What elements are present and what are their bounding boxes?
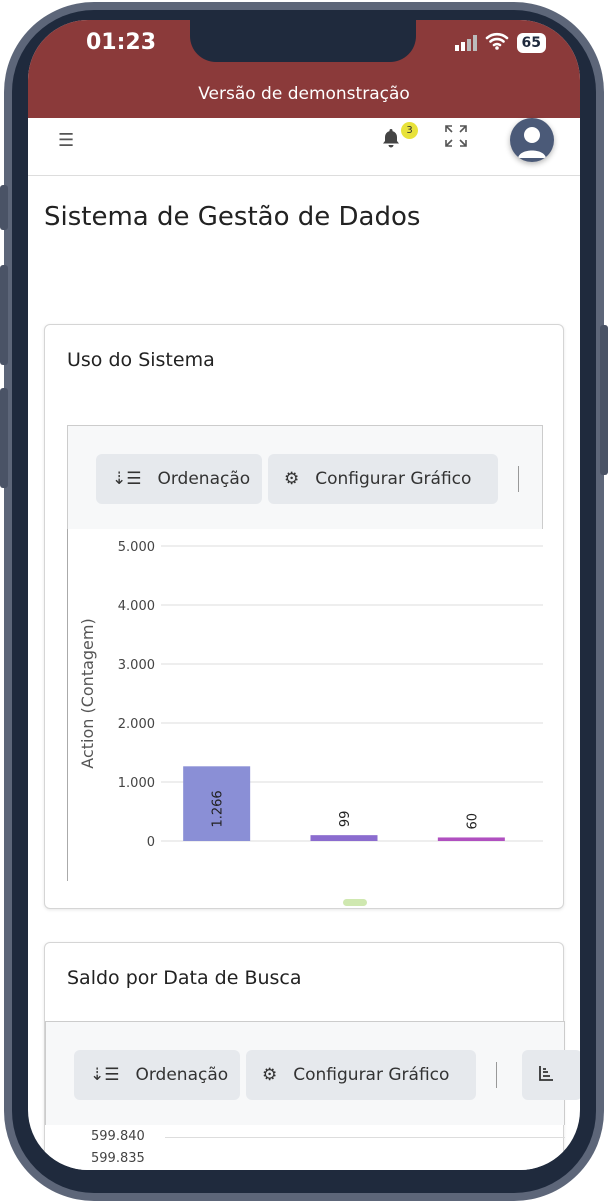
fullscreen-icon[interactable] (444, 124, 468, 152)
card-title: Uso do Sistema (67, 349, 215, 371)
y-tick-label: 0 (147, 835, 155, 850)
config-label: Configurar Gráfico (293, 1065, 450, 1085)
bell-icon[interactable] (382, 128, 400, 148)
status-time: 01:23 (86, 30, 157, 55)
chart-toolbar: ⇣☰ Ordenação ⚙ Configurar Gráfico (67, 425, 543, 529)
card-uso-do-sistema: Uso do Sistema ⇣☰ Ordenação ⚙ Configurar G… (44, 324, 564, 909)
phone-button (0, 265, 8, 365)
y-tick-label: 1.000 (118, 776, 155, 791)
gear-icon: ⚙ (284, 469, 300, 489)
wifi-icon (485, 32, 509, 54)
toolbar-divider (518, 466, 519, 492)
y-tick-label: 4.000 (118, 599, 155, 614)
phone-button (0, 388, 8, 488)
configure-chart-button[interactable]: ⚙ Configurar Gráfico (246, 1050, 476, 1100)
chart-toolbar: ⇣☰ Ordenação ⚙ Configurar Gráfico (45, 1021, 580, 1125)
gear-icon: ⚙ (262, 1065, 278, 1085)
signal-icon (454, 35, 477, 51)
sort-label: Ordenação (157, 469, 251, 489)
configure-chart-button[interactable]: ⚙ Configurar Gráfico (268, 454, 498, 504)
bar-value-label: 99 (338, 811, 353, 828)
y-tick-label: 5.000 (118, 540, 155, 555)
y-tick-label: 3.000 (118, 658, 155, 673)
y-axis-label: Action (Contagem) (78, 618, 97, 768)
phone-button (600, 325, 608, 475)
sort-icon: ⇣☰ (112, 469, 142, 489)
demo-banner-text: Versão de demonstração (198, 84, 410, 104)
battery-icon: 65 (516, 33, 546, 53)
card-title: Saldo por Data de Busca (67, 967, 302, 989)
toolbar-divider (496, 1062, 497, 1088)
y-tick-label: 2.000 (118, 717, 155, 732)
bar-value-label: 60 (465, 813, 480, 830)
chart-type-button[interactable] (522, 1050, 580, 1100)
page-title: Sistema de Gestão de Dados (44, 202, 421, 232)
bar (183, 766, 251, 841)
avatar[interactable] (510, 118, 554, 162)
y-tick: 599.840 (91, 1129, 145, 1144)
menu-icon[interactable]: ☰ (58, 130, 75, 151)
bar-chart-icon (538, 1065, 554, 1086)
sort-icon: ⇣☰ (90, 1065, 120, 1085)
bar-value-label: 1.266 (211, 790, 226, 827)
status-banner: 01:23 65 Versão de demonstração (28, 20, 580, 118)
sort-label: Ordenação (135, 1065, 229, 1085)
sort-button[interactable]: ⇣☰ Ordenação (74, 1050, 240, 1100)
notch (190, 20, 416, 62)
bar-chart: 0 1.000 2.000 3.000 4.000 5.000 Action (Contag… (78, 540, 543, 850)
notification-badge: 3 (401, 122, 418, 139)
gridline (165, 1137, 565, 1138)
config-label: Configurar Gráfico (315, 469, 472, 489)
phone-button (0, 185, 8, 230)
card-saldo-por-data: Saldo por Data de Busca ⇣☰ Ordenação ⚙ Con… (44, 942, 580, 1170)
bar (310, 835, 378, 841)
sort-button[interactable]: ⇣☰ Ordenação (96, 454, 262, 504)
app-bar: ☰ 3 (28, 118, 580, 176)
scroll-indicator[interactable] (343, 899, 367, 906)
y-tick: 599.835 (91, 1151, 145, 1166)
chart-border (67, 529, 68, 881)
bar (437, 837, 505, 841)
screen: 01:23 65 Versão de demonstração ☰ 3 Sist… (28, 20, 580, 1170)
